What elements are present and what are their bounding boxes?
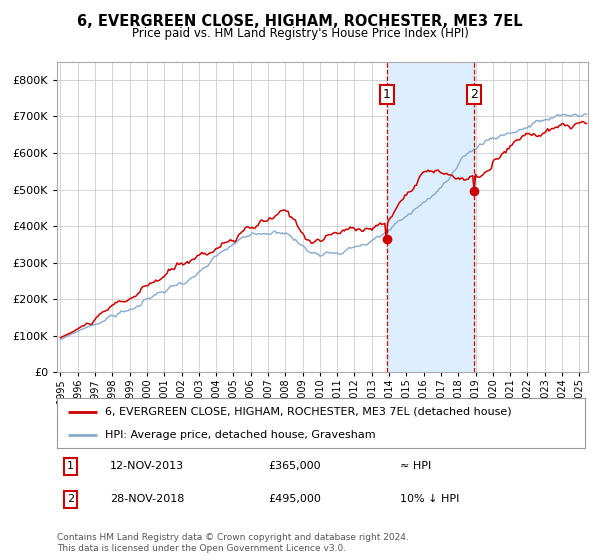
Text: ≈ HPI: ≈ HPI: [400, 461, 431, 472]
Text: Contains HM Land Registry data © Crown copyright and database right 2024.
This d: Contains HM Land Registry data © Crown c…: [57, 533, 409, 553]
Text: 6, EVERGREEN CLOSE, HIGHAM, ROCHESTER, ME3 7EL (detached house): 6, EVERGREEN CLOSE, HIGHAM, ROCHESTER, M…: [104, 407, 511, 417]
Text: 6, EVERGREEN CLOSE, HIGHAM, ROCHESTER, ME3 7EL: 6, EVERGREEN CLOSE, HIGHAM, ROCHESTER, M…: [77, 14, 523, 29]
Text: 1: 1: [383, 88, 391, 101]
Text: £365,000: £365,000: [268, 461, 321, 472]
Text: 1: 1: [67, 461, 74, 472]
Text: Price paid vs. HM Land Registry's House Price Index (HPI): Price paid vs. HM Land Registry's House …: [131, 27, 469, 40]
Text: 28-NOV-2018: 28-NOV-2018: [110, 494, 184, 505]
Text: 12-NOV-2013: 12-NOV-2013: [110, 461, 184, 472]
Text: 10% ↓ HPI: 10% ↓ HPI: [400, 494, 460, 505]
Bar: [387, 62, 474, 372]
Text: 2: 2: [470, 88, 478, 101]
Text: 2: 2: [67, 494, 74, 505]
Text: £495,000: £495,000: [268, 494, 321, 505]
Text: HPI: Average price, detached house, Gravesham: HPI: Average price, detached house, Grav…: [104, 431, 375, 440]
